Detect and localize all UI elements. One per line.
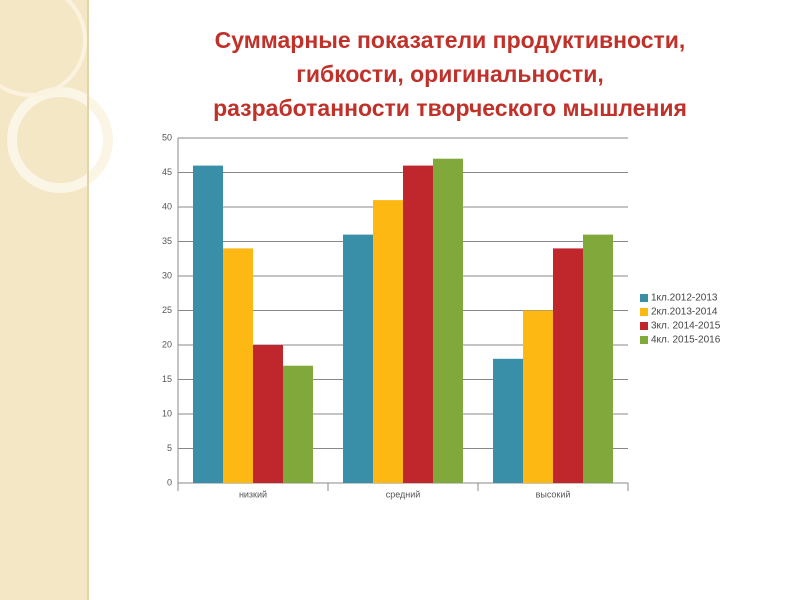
legend-swatch — [640, 294, 648, 302]
side-strip — [0, 0, 88, 600]
bar — [253, 345, 283, 483]
bar — [583, 234, 613, 483]
y-tick-label: 50 — [162, 132, 172, 142]
bar — [403, 165, 433, 483]
title-line: Суммарные показатели продуктивности, — [215, 27, 686, 53]
bar — [193, 165, 223, 483]
bar — [373, 200, 403, 483]
y-tick-label: 10 — [162, 408, 172, 418]
bar — [343, 234, 373, 483]
y-tick-label: 0 — [167, 477, 172, 487]
y-tick-label: 45 — [162, 167, 172, 177]
y-tick-label: 20 — [162, 339, 172, 349]
chart-title: Суммарные показатели продуктивности, гибк… — [213, 27, 687, 121]
y-tick-label: 35 — [162, 236, 172, 246]
decor-circle — [0, 0, 87, 97]
x-tick-label: низкий — [239, 489, 267, 499]
bar — [553, 248, 583, 483]
y-tick-label: 15 — [162, 374, 172, 384]
bar — [523, 310, 553, 483]
legend-label: 4кл. 2015-2016 — [651, 335, 721, 346]
bar — [223, 248, 253, 483]
title-line: разработанности творческого мышления — [213, 95, 687, 121]
bar — [493, 358, 523, 483]
y-tick-label: 5 — [167, 443, 172, 453]
y-tick-label: 40 — [162, 201, 172, 211]
x-tick-label: средний — [386, 489, 421, 499]
legend-swatch — [640, 336, 648, 344]
legend-label: 3кл. 2014-2015 — [651, 321, 721, 332]
bar — [433, 158, 463, 483]
x-tick-label: высокий — [536, 489, 571, 499]
legend-swatch — [640, 308, 648, 316]
bar — [283, 365, 313, 483]
y-tick-label: 25 — [162, 305, 172, 315]
decor-circle — [7, 87, 113, 193]
y-tick-label: 30 — [162, 270, 172, 280]
legend-swatch — [640, 322, 648, 330]
legend-label: 2кл.2013-2014 — [651, 307, 718, 318]
legend-label: 1кл.2012-2013 — [651, 293, 718, 304]
title-line: гибкости, оригинальности, — [296, 61, 603, 87]
